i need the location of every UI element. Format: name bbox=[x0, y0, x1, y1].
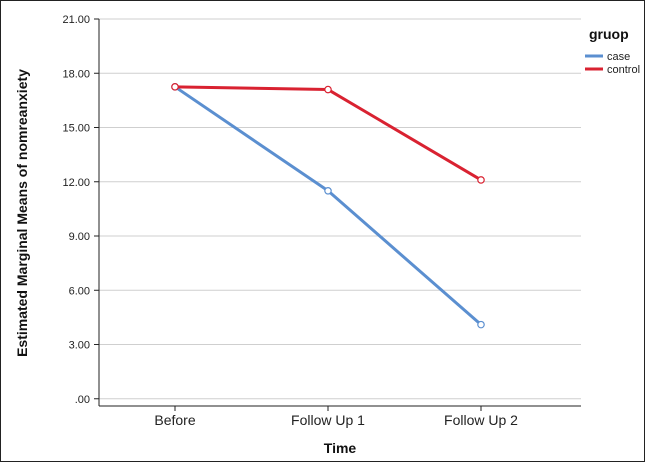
data-point-case bbox=[477, 320, 485, 329]
y-tick-label: 3.00 bbox=[69, 340, 90, 352]
legend-title: gruop bbox=[589, 26, 629, 42]
y-tick-label: 15.00 bbox=[62, 123, 90, 135]
y-tick-label: .00 bbox=[75, 394, 90, 406]
data-point-control bbox=[477, 176, 485, 184]
y-tick-label: 18.00 bbox=[62, 68, 90, 80]
legend-label-control: control bbox=[607, 64, 640, 76]
axes bbox=[98, 19, 581, 407]
y-tick-label: 9.00 bbox=[69, 231, 90, 243]
y-tick-label: 21.00 bbox=[62, 14, 90, 26]
series-line-case bbox=[173, 85, 483, 327]
x-ticks: Before Follow Up 1 Follow Up 2 bbox=[154, 406, 518, 428]
x-tick-label: Before bbox=[154, 412, 195, 428]
x-axis-title: Time bbox=[324, 440, 357, 456]
data-point-control bbox=[324, 85, 332, 94]
y-tick-label: 6.00 bbox=[69, 285, 90, 297]
x-tick-label: Follow Up 1 bbox=[291, 412, 365, 428]
y-ticks: .00 3.00 6.00 9.00 12.00 15.00 18.00 21.00 bbox=[62, 14, 99, 406]
y-tick-label: 12.00 bbox=[62, 177, 90, 189]
y-axis-title: Estimated Marginal Means of nomreanxiety bbox=[14, 69, 30, 357]
series-line-control bbox=[173, 85, 483, 182]
x-tick-label: Follow Up 2 bbox=[444, 412, 518, 428]
data-point-control bbox=[171, 83, 179, 91]
legend-label-case: case bbox=[607, 51, 630, 63]
grid bbox=[99, 18, 581, 400]
data-point-case bbox=[324, 186, 332, 195]
series bbox=[171, 83, 485, 329]
